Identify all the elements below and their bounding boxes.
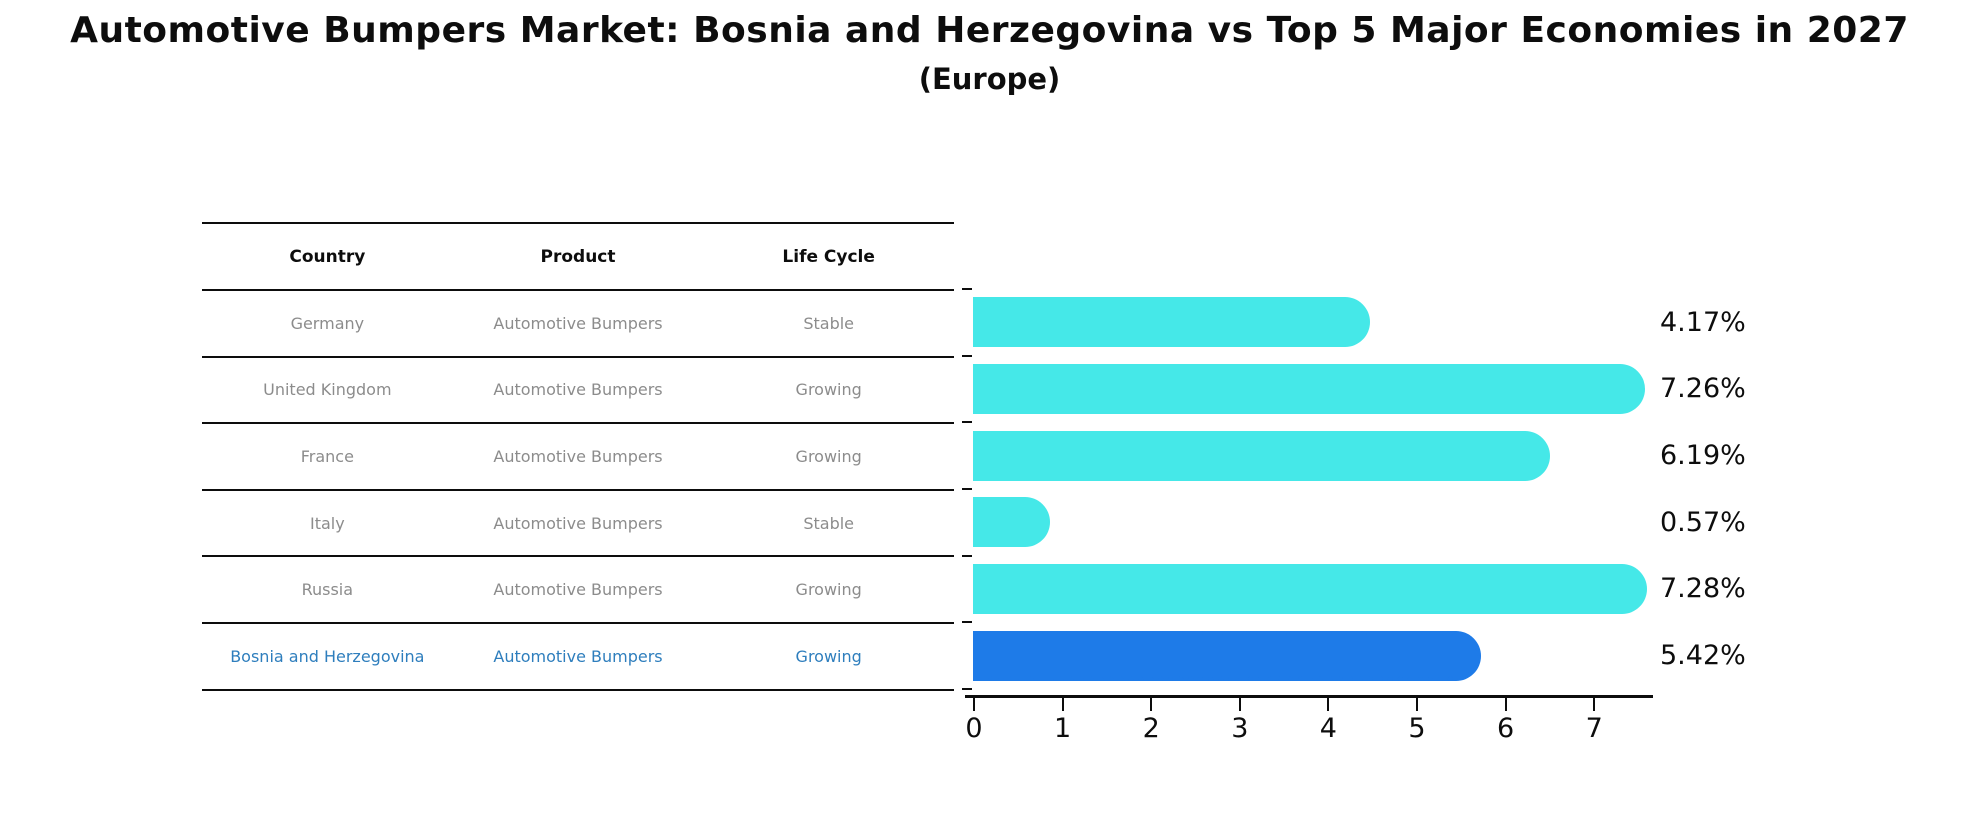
x-axis-tick-label: 6 bbox=[1497, 713, 1515, 744]
bar-row bbox=[973, 556, 1683, 623]
x-axis-tick-label: 1 bbox=[1054, 713, 1072, 744]
table-cell-life-cycle: Growing bbox=[795, 580, 862, 600]
bar-value-label: 7.28% bbox=[1660, 573, 1746, 605]
y-axis-tick bbox=[962, 554, 972, 557]
x-axis-tick bbox=[1327, 698, 1330, 711]
x-axis-tick bbox=[1238, 698, 1241, 711]
comparison-table: Country Product Life Cycle Germany Automotiv… bbox=[202, 222, 954, 691]
x-axis-tick-label: 2 bbox=[1142, 713, 1160, 744]
y-axis-tick bbox=[962, 288, 972, 290]
page-subtitle: (Europe) bbox=[918, 62, 1061, 96]
bar bbox=[973, 297, 1371, 348]
y-axis-tick bbox=[962, 354, 972, 357]
x-axis-tick bbox=[1504, 698, 1507, 711]
table-header-life-cycle: Life Cycle bbox=[782, 246, 875, 267]
x-axis-tick-label: 5 bbox=[1408, 713, 1426, 744]
bar-value-labels: 4.17% 7.26% 6.19% 0.57% 7.28% 5.42% bbox=[1660, 289, 1820, 689]
table-cell-country: Germany bbox=[290, 313, 365, 333]
table-row: France Automotive Bumpers Growing bbox=[202, 424, 954, 491]
table-cell-life-cycle: Stable bbox=[803, 513, 855, 533]
bar bbox=[973, 497, 1050, 548]
x-axis-tick bbox=[1061, 698, 1064, 711]
table-row: Germany Automotive Bumpers Stable bbox=[202, 291, 954, 358]
x-axis-tick-label: 4 bbox=[1319, 713, 1337, 744]
bar bbox=[973, 363, 1646, 414]
table-row: United Kingdom Automotive Bumpers Growing bbox=[202, 358, 954, 425]
table-row: Russia Automotive Bumpers Growing bbox=[202, 557, 954, 624]
table-cell-country: France bbox=[300, 446, 354, 466]
table-header-row: Country Product Life Cycle bbox=[202, 222, 954, 291]
bar bbox=[973, 563, 1647, 614]
y-axis-tick bbox=[962, 487, 972, 490]
bar-row bbox=[973, 422, 1683, 489]
y-axis-tick bbox=[962, 421, 972, 424]
x-axis-tick-label: 3 bbox=[1231, 713, 1249, 744]
bar-value-label: 5.42% bbox=[1660, 640, 1746, 672]
table-cell-life-cycle: Growing bbox=[795, 446, 862, 466]
table-cell-product: Automotive Bumpers bbox=[493, 380, 663, 400]
bar-highlight bbox=[973, 630, 1482, 681]
x-axis-tick bbox=[1150, 698, 1153, 711]
table-cell-product: Automotive Bumpers bbox=[493, 646, 663, 666]
bar-row bbox=[973, 356, 1683, 423]
table-row: Italy Automotive Bumpers Stable bbox=[202, 491, 954, 558]
bar-row bbox=[973, 622, 1683, 689]
table-cell-country: United Kingdom bbox=[263, 380, 392, 400]
bar-value-label: 6.19% bbox=[1660, 440, 1746, 472]
x-axis-tick bbox=[1416, 698, 1418, 711]
bar-value-label: 4.17% bbox=[1660, 306, 1746, 338]
x-axis-tick bbox=[1593, 698, 1596, 711]
table-cell-life-cycle: Stable bbox=[803, 313, 855, 333]
x-axis-tick bbox=[973, 698, 975, 711]
table-cell-product: Automotive Bumpers bbox=[493, 313, 663, 333]
bar bbox=[973, 430, 1550, 481]
bar-plot-area bbox=[973, 289, 1683, 689]
table-cell-country: Russia bbox=[301, 580, 354, 600]
table-header-country: Country bbox=[289, 246, 366, 267]
y-axis-tick bbox=[962, 687, 972, 690]
bar-value-label: 7.26% bbox=[1660, 373, 1746, 405]
table-cell-life-cycle: Growing bbox=[795, 646, 862, 666]
table-cell-product: Automotive Bumpers bbox=[493, 446, 663, 466]
page-title: Automotive Bumpers Market: Bosnia and He… bbox=[70, 10, 1909, 51]
table-cell-country: Bosnia and Herzegovina bbox=[230, 646, 425, 666]
table-row: Bosnia and Herzegovina Automotive Bumpers… bbox=[202, 624, 954, 691]
bar-row bbox=[973, 489, 1683, 556]
x-axis-line bbox=[965, 695, 1653, 698]
table-header-product: Product bbox=[540, 246, 616, 267]
x-axis-tick-label: 7 bbox=[1585, 713, 1603, 744]
x-axis-tick-label: 0 bbox=[965, 713, 983, 744]
table-cell-country: Italy bbox=[309, 513, 345, 533]
y-axis-tick bbox=[962, 621, 972, 624]
table-cell-product: Automotive Bumpers bbox=[493, 580, 663, 600]
bar-row bbox=[973, 289, 1683, 356]
bar-value-label: 0.57% bbox=[1660, 506, 1746, 538]
table-cell-life-cycle: Growing bbox=[795, 380, 862, 400]
table-cell-product: Automotive Bumpers bbox=[493, 513, 663, 533]
